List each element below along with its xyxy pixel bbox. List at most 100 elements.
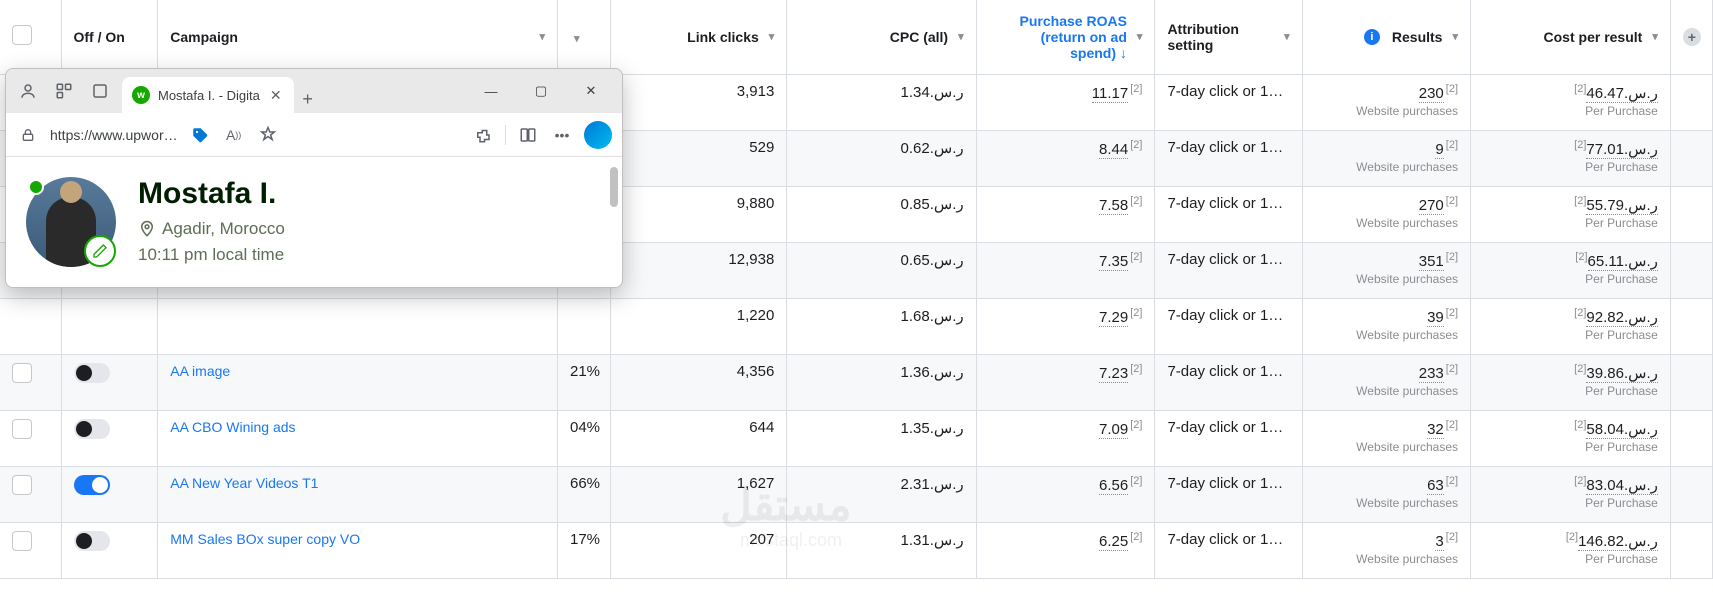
header-pct[interactable]: ▾ <box>557 0 610 74</box>
results-value: 63[2] <box>1315 475 1458 494</box>
header-cost[interactable]: Cost per result▾ <box>1471 0 1671 74</box>
results-sub: Website purchases <box>1315 328 1458 342</box>
cpc-value: ر.س.2.31 <box>901 476 964 493</box>
url-text[interactable]: https://www.upwor… <box>50 127 178 143</box>
roas-value: 7.23[2] <box>1099 365 1142 382</box>
campaign-name-link[interactable]: AA New Year Videos T1 <box>170 475 318 491</box>
tab-close-icon[interactable]: ✕ <box>268 85 284 106</box>
sort-icon: ▾ <box>1652 30 1658 43</box>
profile-icon[interactable] <box>14 77 42 105</box>
campaign-name-link[interactable]: AA image <box>170 363 230 379</box>
cost-value: ر.س.39.86[2] <box>1483 363 1658 382</box>
pct-value: 21% <box>570 363 600 380</box>
edit-avatar-button[interactable] <box>84 235 116 267</box>
profile-info: Mostafa I. Agadir, Morocco 10:11 pm loca… <box>138 177 285 267</box>
table-row[interactable]: AA image21%4,356ر.س.1.367.23[2]7-day cli… <box>0 354 1713 410</box>
results-sub: Website purchases <box>1315 384 1458 398</box>
cost-value: ر.س.92.82[2] <box>1483 307 1658 326</box>
browser-tab[interactable]: w Mostafa I. - Digita ✕ <box>122 77 294 113</box>
cost-sub: Per Purchase <box>1483 384 1658 398</box>
attribution-value: 7-day click or 1… <box>1167 139 1283 156</box>
row-checkbox[interactable] <box>12 363 32 383</box>
row-checkbox[interactable] <box>12 475 32 495</box>
campaign-name-link[interactable]: AA CBO Wining ads <box>170 419 295 435</box>
cpc-value: ر.س.0.65 <box>901 252 964 269</box>
attribution-value: 7-day click or 1… <box>1167 251 1283 268</box>
sort-icon: ▾ <box>958 30 964 43</box>
browser-window: w Mostafa I. - Digita ✕ + — ▢ ✕ https://… <box>5 68 623 288</box>
table-row[interactable]: 1,220ر.س.1.687.29[2]7-day click or 1…39[… <box>0 298 1713 354</box>
favorite-icon[interactable] <box>256 123 280 147</box>
cpc-value: ر.س.1.36 <box>901 364 964 381</box>
row-toggle[interactable] <box>74 363 110 383</box>
window-controls: — ▢ ✕ <box>468 75 614 107</box>
results-sub: Website purchases <box>1315 552 1458 566</box>
pct-value: 04% <box>570 419 600 436</box>
attribution-value: 7-day click or 1… <box>1167 307 1283 324</box>
roas-value: 8.44[2] <box>1099 141 1142 158</box>
header-add-column[interactable]: + <box>1670 0 1712 74</box>
attribution-value: 7-day click or 1… <box>1167 83 1283 100</box>
tab-actions-icon[interactable] <box>86 77 114 105</box>
table-row[interactable]: AA CBO Wining ads04%644ر.س.1.357.09[2]7-… <box>0 410 1713 466</box>
cost-sub: Per Purchase <box>1483 552 1658 566</box>
sort-icon: ▾ <box>1137 30 1143 43</box>
header-row: Off / On Campaign▾ ▾ Link clicks▾ CPC (a… <box>0 0 1713 74</box>
maximize-button[interactable]: ▢ <box>518 75 564 107</box>
results-value: 39[2] <box>1315 307 1458 326</box>
split-screen-icon[interactable] <box>516 123 540 147</box>
attribution-value: 7-day click or 1… <box>1167 475 1283 492</box>
results-sub: Website purchases <box>1315 104 1458 118</box>
workspaces-icon[interactable] <box>50 77 78 105</box>
cpc-value: ر.س.0.85 <box>901 196 964 213</box>
copilot-icon[interactable] <box>584 121 612 149</box>
attribution-value: 7-day click or 1… <box>1167 195 1283 212</box>
row-toggle[interactable] <box>74 419 110 439</box>
roas-value: 6.25[2] <box>1099 533 1142 550</box>
new-tab-button[interactable]: + <box>294 85 322 113</box>
row-toggle[interactable] <box>74 531 110 551</box>
shopping-tag-icon[interactable] <box>188 123 212 147</box>
row-toggle[interactable] <box>74 475 110 495</box>
campaign-name-link[interactable]: MM Sales BOx super copy VO <box>170 531 360 547</box>
row-checkbox[interactable] <box>12 531 32 551</box>
results-sub: Website purchases <box>1315 160 1458 174</box>
row-checkbox[interactable] <box>12 419 32 439</box>
link-clicks-value: 644 <box>749 419 774 436</box>
close-button[interactable]: ✕ <box>568 75 614 107</box>
attribution-value: 7-day click or 1… <box>1167 363 1283 380</box>
results-value: 270[2] <box>1315 195 1458 214</box>
results-value: 230[2] <box>1315 83 1458 102</box>
roas-value: 7.29[2] <box>1099 309 1142 326</box>
cost-value: ر.س.65.11[2] <box>1483 251 1658 270</box>
results-sub: Website purchases <box>1315 440 1458 454</box>
cost-value: ر.س.46.47[2] <box>1483 83 1658 102</box>
results-value: 351[2] <box>1315 251 1458 270</box>
cost-sub: Per Purchase <box>1483 216 1658 230</box>
cost-sub: Per Purchase <box>1483 104 1658 118</box>
lock-icon[interactable] <box>16 123 40 147</box>
header-roas[interactable]: Purchase ROAS(return on adspend) ↓▾ <box>976 0 1155 74</box>
cpc-value: ر.س.1.35 <box>901 420 964 437</box>
header-cpc[interactable]: CPC (all)▾ <box>787 0 976 74</box>
extensions-icon[interactable] <box>471 123 495 147</box>
header-attribution[interactable]: Attribution setting▾ <box>1155 0 1302 74</box>
table-row[interactable]: AA New Year Videos T166%1,627ر.س.2.316.5… <box>0 466 1713 522</box>
header-off-on[interactable]: Off / On <box>61 0 158 74</box>
cost-value: ر.س.146.82[2] <box>1483 531 1658 550</box>
header-results[interactable]: iResults▾ <box>1302 0 1470 74</box>
more-icon[interactable]: ••• <box>550 123 574 147</box>
scrollbar-thumb[interactable] <box>610 167 618 207</box>
table-row[interactable]: MM Sales BOx super copy VO17%207ر.س.1.31… <box>0 522 1713 578</box>
roas-value: 6.56[2] <box>1099 477 1142 494</box>
header-link-clicks[interactable]: Link clicks▾ <box>610 0 787 74</box>
cost-value: ر.س.55.79[2] <box>1483 195 1658 214</box>
info-icon[interactable]: i <box>1364 29 1380 45</box>
read-aloud-icon[interactable]: A)) <box>222 123 246 147</box>
header-campaign[interactable]: Campaign▾ <box>158 0 558 74</box>
select-all-checkbox[interactable] <box>12 25 32 45</box>
cost-sub: Per Purchase <box>1483 272 1658 286</box>
minimize-button[interactable]: — <box>468 75 514 107</box>
roas-value: 7.09[2] <box>1099 421 1142 438</box>
sort-icon: ▾ <box>1284 30 1290 43</box>
